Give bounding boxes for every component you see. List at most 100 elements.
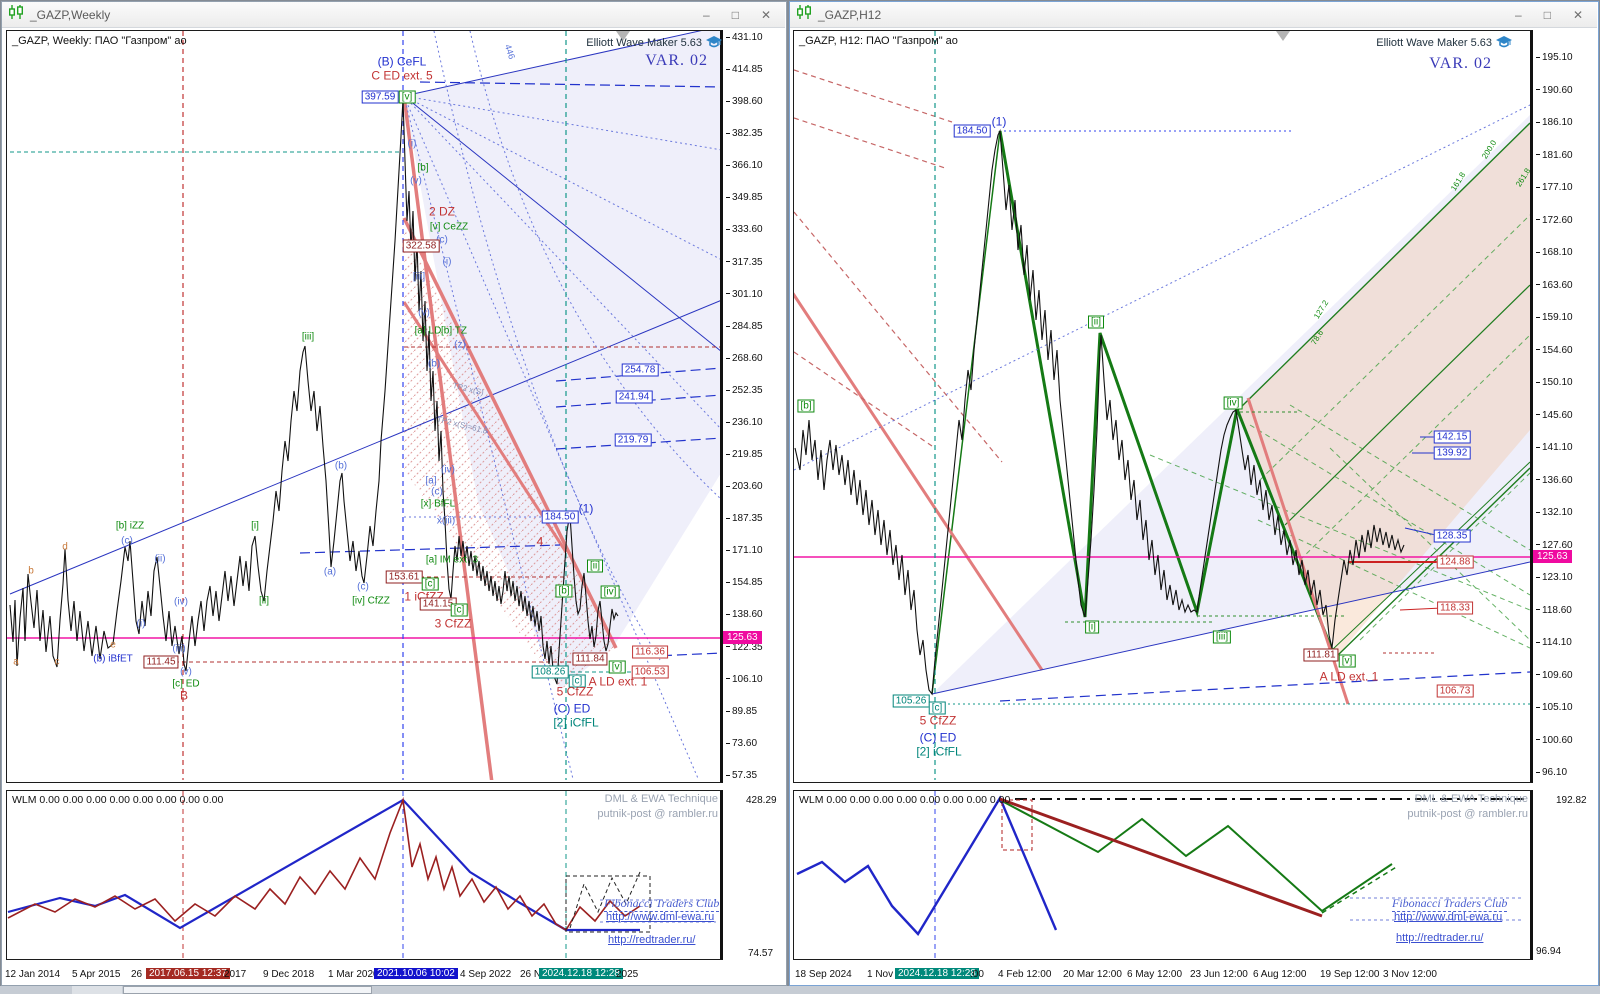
candlestick-icon	[8, 5, 24, 24]
minimize-button[interactable]: –	[1515, 7, 1522, 22]
price-axis-label: 163.60	[1536, 280, 1573, 291]
wave-label: (i)	[136, 618, 146, 630]
close-button[interactable]: ✕	[760, 7, 771, 22]
chart-label: _GAZP, H12: ПАО "Газпром" ао	[799, 35, 958, 47]
wave-label: (b) iBfET	[93, 653, 133, 665]
wave-label: (ii)	[154, 553, 166, 565]
price-axis-label: 172.60	[1536, 215, 1573, 226]
price-axis-label: 171.10	[726, 545, 763, 556]
brand-label: Elliott Wave Maker 5.63	[586, 37, 702, 49]
wave-label: [b]	[417, 162, 429, 174]
titlebar-weekly[interactable]: _GAZP,Weekly – □ ✕	[2, 2, 785, 28]
date-axis-label: 4 Feb 12:00	[998, 969, 1052, 980]
price-axis-label: 195.10	[1536, 52, 1573, 63]
brand-label: Elliott Wave Maker 5.63	[1376, 37, 1492, 49]
close-button[interactable]: ✕	[1572, 7, 1583, 22]
titlebar-h12[interactable]: _GAZP,H12 – □ ✕	[790, 2, 1597, 28]
price-axis-label: 159.10	[1536, 312, 1573, 323]
price-axis-label: 190.60	[1536, 85, 1573, 96]
indicator-label: WLM 0.00 0.00 0.00 0.00 0.00 0.00 0.00 0…	[12, 794, 224, 806]
watermark-email: putnik-post @ rambler.ru	[597, 808, 718, 820]
wave-label: (iii)	[172, 643, 186, 655]
price-axis-label: 431.10	[726, 32, 763, 43]
wave-label: 116.36	[632, 645, 668, 659]
wave-label: B	[179, 688, 189, 703]
wave-label: 322.58	[402, 239, 440, 253]
price-axis-label: 187.35	[726, 513, 763, 524]
wave-label: [i]	[251, 520, 259, 532]
date-axis-label: 20 Mar 12:00	[1063, 969, 1122, 980]
window-title: _GAZP,H12	[818, 7, 882, 22]
price-axis-label: 73.60	[726, 738, 757, 749]
wave-label: A LD ext. 1	[1319, 669, 1379, 684]
indicator-h12-graphics	[796, 791, 1524, 958]
variant-label: VAR. 02	[1429, 55, 1492, 72]
price-chart-h12-graphics	[794, 31, 1530, 780]
wave-label: (b)	[427, 358, 441, 370]
wave-label: [c]	[450, 603, 468, 617]
price-axis-label: 219.85	[726, 449, 763, 460]
wave-label: [v]	[1338, 654, 1356, 668]
wave-label: 5 CfZZ	[919, 713, 957, 728]
date-axis-highlight: 2017.06.15 12:37	[146, 968, 230, 979]
indicator-min: 96.94	[1536, 946, 1562, 957]
wave-label: [iii]	[1212, 630, 1232, 644]
taskbar-button[interactable]	[123, 986, 372, 994]
wave-label: a	[13, 656, 19, 668]
price-axis-label: 349.85	[726, 192, 763, 203]
wave-label: [c] ED	[172, 678, 200, 690]
price-axis-label: 414.85	[726, 64, 763, 75]
wave-label: e	[110, 639, 116, 651]
maximize-button[interactable]: □	[1543, 7, 1551, 22]
wave-label: [b]	[797, 399, 815, 413]
wave-label: 142.15	[1433, 430, 1471, 444]
price-axis-label: 154.85	[726, 577, 763, 588]
wave-label: [ii]	[587, 559, 603, 573]
wave-label: [b] TZ	[441, 325, 467, 337]
date-axis-label: 18 Sep 2024	[795, 969, 852, 980]
taskbar-segment[interactable]	[72, 986, 122, 994]
indicator-max: 192.82	[1556, 795, 1587, 806]
date-axis-highlight: 2021.10.06 10:02	[374, 968, 458, 979]
wave-label: (a)	[323, 566, 337, 578]
wave-label: (c)	[431, 486, 443, 498]
candlestick-icon	[796, 5, 812, 24]
wave-label: [v]	[608, 660, 626, 674]
indicator-min: 74.57	[748, 948, 774, 959]
date-axis-label: :00	[970, 969, 984, 980]
minimize-button[interactable]: –	[703, 7, 710, 22]
price-axis-label: 141.10	[1536, 442, 1573, 453]
price-axis-label: 317.35	[726, 257, 763, 268]
wave-label: [iv] CfZZ	[352, 595, 390, 607]
price-axis-label: 301.10	[726, 289, 763, 300]
date-axis-label: 1 Mar 2020	[328, 969, 379, 980]
wave-label: [c]	[568, 674, 586, 688]
wave-label: (iv)	[441, 464, 455, 476]
wave-label: (c)	[357, 581, 369, 593]
wave-label: x(iii)	[436, 515, 456, 527]
wave-label: 106.73	[1436, 684, 1474, 698]
price-axis-label: 398.60	[726, 96, 763, 107]
watermark-url-dml: http://www.dml-ewa.ru	[1394, 911, 1503, 923]
price-axis-label: 57.35	[726, 770, 757, 781]
price-axis-label: 138.60	[726, 609, 763, 620]
wave-label: (1)	[578, 501, 594, 516]
wave-label: [c]	[421, 577, 439, 591]
wave-label: [2] iCfFL	[916, 744, 962, 759]
watermark-technique: DML & EWA Technique	[604, 793, 718, 805]
price-axis-label: 132.10	[1536, 507, 1573, 518]
date-axis-label: 5 Apr 2015	[72, 969, 121, 980]
price-chart-h12[interactable]	[793, 30, 1533, 783]
watermark-technique: DML & EWA Technique	[1414, 793, 1528, 805]
price-axis-label: 168.10	[1536, 247, 1573, 258]
wave-label: [x] BfFL	[420, 498, 456, 510]
price-axis-label: 268.60	[726, 353, 763, 364]
watermark-url-redtrader: http://redtrader.ru/	[608, 934, 696, 946]
price-axis-label: 96.10	[1536, 767, 1567, 778]
wave-label: (v)	[418, 307, 430, 319]
price-axis-label: 203.60	[726, 481, 763, 492]
date-axis-label: 19 Sep 12:00	[1320, 969, 1380, 980]
wave-label: 254.78	[621, 363, 659, 377]
indicator-panel-weekly[interactable]	[6, 790, 723, 960]
maximize-button[interactable]: □	[731, 7, 739, 22]
